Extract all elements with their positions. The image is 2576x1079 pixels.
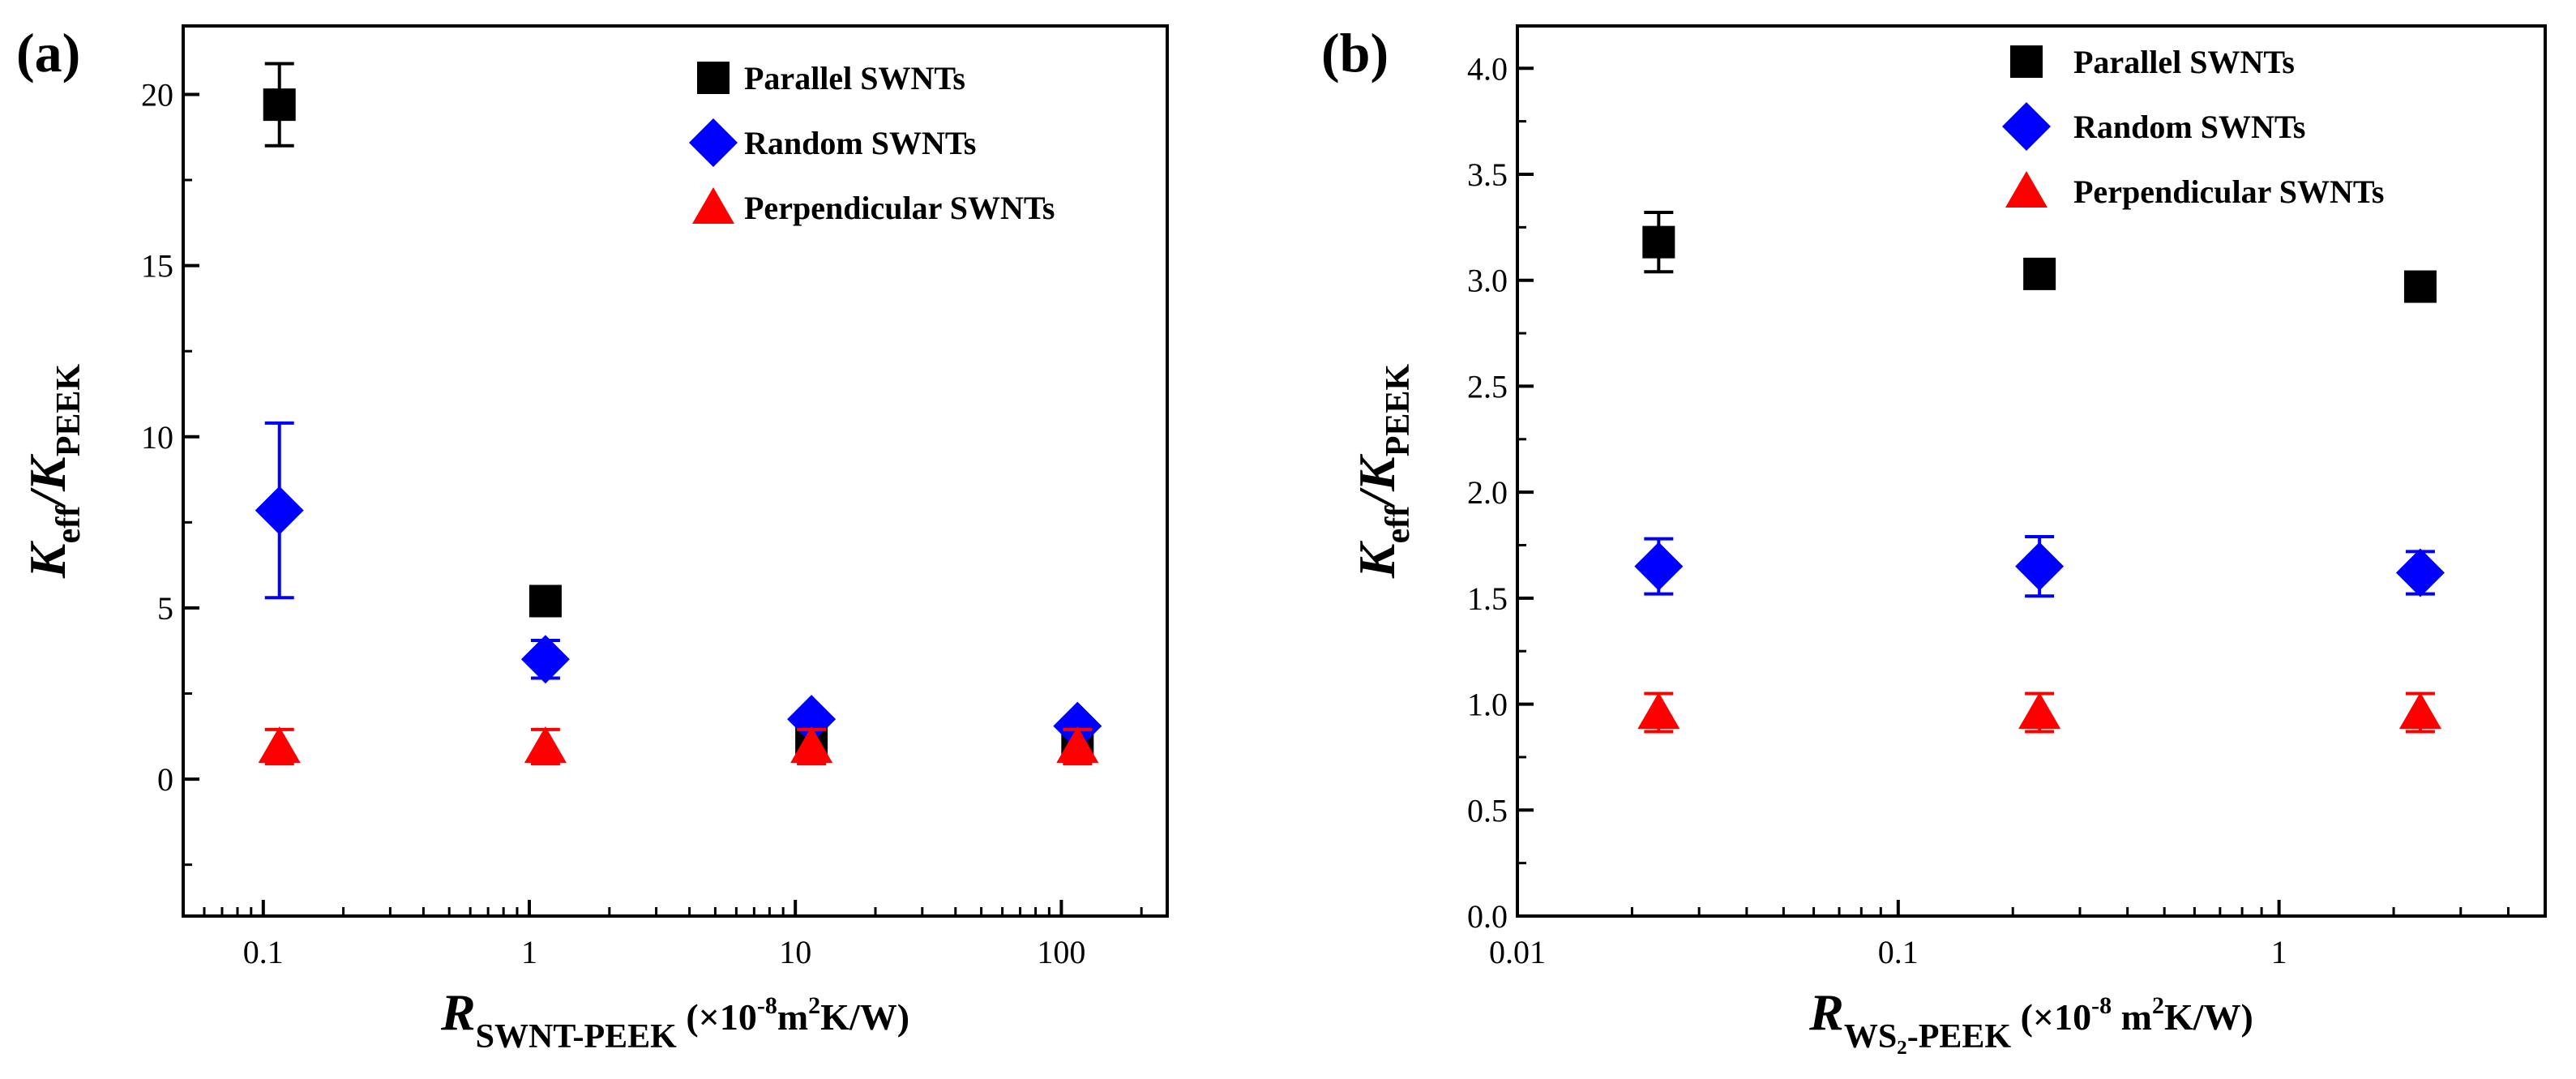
point-random: [787, 695, 837, 744]
point-perpendicular: [2398, 692, 2441, 730]
y-tick-label: 1.5: [1467, 580, 1508, 617]
y-tick-label: 0: [157, 761, 173, 798]
point-perpendicular: [1056, 726, 1099, 763]
y-tick-label: 4.0: [1467, 50, 1508, 87]
legend-label-perpendicular: Perpendicular SWNTs: [744, 190, 1055, 226]
point-parallel: [528, 584, 562, 618]
series-perpendicular: [1637, 692, 2441, 734]
y-tick-label: 3.0: [1467, 263, 1508, 299]
x-tick-label: 0.1: [243, 934, 284, 970]
plot-frame: [182, 24, 1169, 918]
point-random: [2395, 548, 2445, 597]
panel-b: (b) 0.0 0.5 1.0 1.5 2.0 2.5 3.0 3.5 4.0 0.01 0.1 1 Pa…: [1321, 22, 2547, 1055]
y-tick-label: 2.0: [1467, 474, 1508, 511]
plot-frame: [1516, 24, 2547, 918]
series-parallel: [1642, 211, 2437, 303]
x-axis-label: RSWNT-PEEK (×10-8m2K/W): [440, 983, 909, 1055]
panel-label: (a): [16, 22, 80, 83]
point-parallel: [2023, 257, 2056, 290]
legend-marker-perpendicular: [692, 187, 734, 224]
legend-label-parallel: Parallel SWNTs: [744, 60, 965, 96]
y-tick-label: 20: [141, 76, 173, 113]
x-tick-label: 1: [521, 934, 537, 970]
panel-a: (a) 0 5 10 15 20 0.1 1 10 100 Parallel SWNTs Random…: [16, 22, 1169, 1055]
y-tick-label: 0.0: [1467, 898, 1508, 935]
point-random: [520, 635, 570, 684]
y-tick-label: 15: [141, 248, 173, 285]
y-tick-label: 1.0: [1467, 687, 1508, 723]
point-random: [2015, 542, 2065, 591]
x-tick-label: 0.01: [1489, 934, 1546, 970]
legend-marker-random: [2002, 102, 2051, 151]
x-tick-label: 0.1: [1878, 934, 1919, 970]
legend-label-parallel: Parallel SWNTs: [2073, 44, 2295, 80]
point-parallel: [263, 88, 296, 122]
y-axis-label: Keff/KPEEK: [19, 364, 88, 579]
legend-marker-random: [689, 118, 738, 167]
y-tick-label: 5: [157, 590, 173, 627]
point-parallel: [2403, 270, 2437, 303]
panel-label: (b): [1321, 22, 1389, 83]
point-perpendicular: [790, 726, 833, 763]
point-perpendicular: [2018, 692, 2061, 730]
y-tick-label: 10: [141, 419, 173, 456]
x-tick-label: 100: [1037, 934, 1085, 970]
y-tick-label: 0.5: [1467, 792, 1508, 829]
point-perpendicular: [524, 726, 567, 763]
series-random: [1634, 535, 2445, 598]
x-tick-label: 1: [2271, 934, 2287, 970]
point-random: [1634, 542, 1684, 591]
y-axis-label: Keff/KPEEK: [1348, 364, 1417, 579]
point-perpendicular: [1637, 692, 1680, 730]
series-random: [255, 421, 1102, 751]
point-random: [255, 486, 304, 535]
legend-marker-parallel: [697, 62, 730, 94]
y-tick-label: 3.5: [1467, 156, 1508, 193]
x-axis-label: RWS₂-PEEK (×10-8 m2K/W): [1808, 983, 2253, 1055]
legend-marker-parallel: [2010, 45, 2043, 78]
x-tick-label: 10: [779, 934, 811, 970]
legend-marker-perpendicular: [2005, 171, 2048, 208]
legend-label-random: Random SWNTs: [744, 125, 976, 161]
point-random: [1053, 701, 1102, 751]
point-perpendicular: [258, 726, 301, 763]
legend-label-perpendicular: Perpendicular SWNTs: [2073, 173, 2384, 210]
legend-label-random: Random SWNTs: [2073, 109, 2305, 145]
point-parallel: [1642, 225, 1675, 259]
y-tick-label: 2.5: [1467, 368, 1508, 405]
series-perpendicular: [258, 726, 1099, 766]
series-parallel: [263, 62, 1094, 758]
